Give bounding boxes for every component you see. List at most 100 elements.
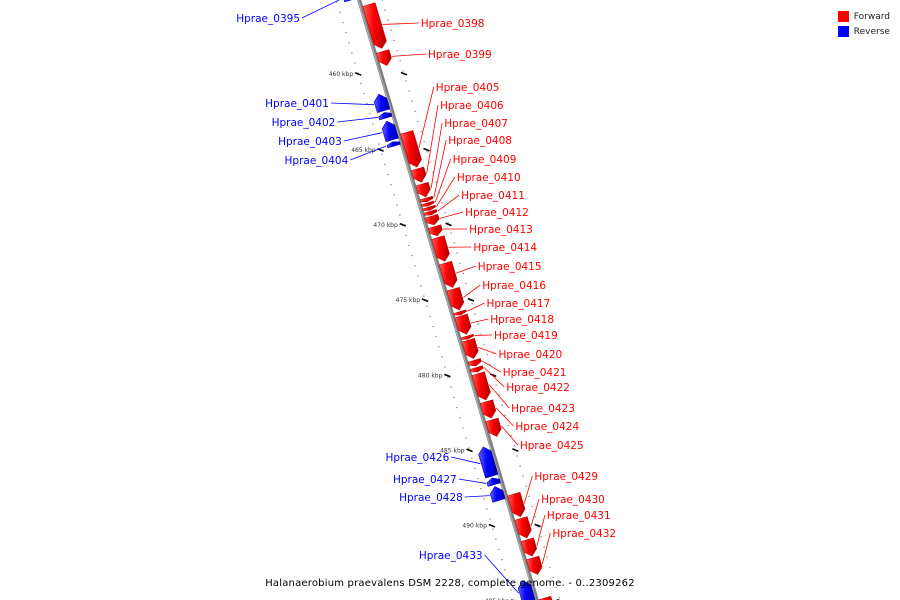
gene-hprae_0418[interactable]: [454, 313, 472, 335]
leader-line: [530, 498, 540, 527]
minor-tick-dot: [504, 569, 506, 571]
gene-label[interactable]: Hprae_0425: [520, 440, 584, 452]
gene-hprae_0405[interactable]: [400, 130, 422, 168]
leader-line: [301, 0, 340, 19]
gene-label[interactable]: Hprae_0407: [444, 118, 508, 130]
gene-hprae_0424[interactable]: [479, 399, 497, 419]
gene-label[interactable]: Hprae_0430: [541, 494, 605, 506]
leader-line: [392, 53, 427, 57]
gene-label[interactable]: Hprae_0411: [461, 190, 525, 202]
gene-label[interactable]: Hprae_0421: [503, 367, 567, 379]
gene-label[interactable]: Hprae_0405: [436, 82, 500, 94]
gene-hprae_0404[interactable]: [386, 141, 401, 149]
gene-hprae_0417[interactable]: [453, 309, 467, 316]
minor-tick-dot: [480, 488, 482, 490]
gene-hprae_0432[interactable]: [526, 555, 543, 575]
gene-hprae_0421[interactable]: [467, 358, 482, 367]
gene-hprae_0409[interactable]: [421, 200, 435, 207]
gene-hprae_0419[interactable]: [460, 333, 475, 340]
minor-tick-dot: [468, 447, 470, 449]
gene-hprae_0425[interactable]: [485, 417, 502, 437]
gene-label[interactable]: Hprae_0422: [506, 382, 570, 394]
minor-tick-dot: [429, 161, 431, 163]
minor-tick-dot: [483, 498, 485, 500]
minor-tick-dot: [435, 336, 437, 338]
gene-label[interactable]: Hprae_0410: [457, 172, 521, 184]
gene-label[interactable]: Hprae_0432: [552, 528, 616, 540]
gene-label[interactable]: Hprae_0423: [511, 403, 575, 415]
minor-tick-dot: [342, 21, 344, 24]
gene-label[interactable]: Hprae_0433: [419, 550, 483, 562]
gene-label[interactable]: Hprae_0431: [547, 510, 611, 522]
gene-label[interactable]: Hprae_0419: [494, 330, 558, 342]
legend-item-reverse: Reverse: [837, 24, 890, 39]
gene-label[interactable]: Hprae_0408: [448, 135, 512, 147]
gene-hprae_0426[interactable]: [478, 446, 499, 479]
gene-label[interactable]: Hprae_0418: [490, 314, 554, 326]
gene-hprae_0422[interactable]: [469, 365, 484, 373]
gene-hprae_0433[interactable]: [517, 580, 536, 600]
gene-hprae_0395[interactable]: [343, 0, 357, 3]
gene-label[interactable]: Hprae_0424: [515, 421, 579, 433]
gene-hprae_0428[interactable]: [489, 486, 506, 503]
gene-hprae_0401[interactable]: [373, 93, 391, 113]
gene-label[interactable]: Hprae_0406: [440, 100, 504, 112]
gene-hprae_0399[interactable]: [376, 49, 392, 66]
gene-hprae_0427[interactable]: [486, 477, 501, 487]
leader-line: [433, 139, 447, 198]
gene-label[interactable]: Hprae_0401: [265, 98, 329, 110]
minor-tick-dot: [363, 92, 365, 95]
gene-label[interactable]: Hprae_0427: [393, 474, 457, 486]
gene-label[interactable]: Hprae_0409: [453, 154, 517, 166]
gene-label[interactable]: Hprae_0414: [473, 242, 537, 254]
gene-label[interactable]: Hprae_0404: [285, 155, 349, 167]
minor-tick-dot: [531, 505, 533, 508]
gene-hprae_0411[interactable]: [423, 209, 438, 216]
gene-label[interactable]: Hprae_0413: [469, 224, 533, 236]
leader-line: [523, 475, 533, 504]
gene-label[interactable]: Hprae_0412: [465, 207, 529, 219]
gene-label[interactable]: Hprae_0403: [278, 136, 342, 148]
minor-tick-dot: [360, 82, 362, 84]
minor-tick-dot: [495, 538, 497, 540]
gene-hprae_0408[interactable]: [419, 195, 434, 203]
gene-hprae_0423[interactable]: [471, 371, 491, 401]
gene-hprae_0410[interactable]: [422, 204, 436, 212]
gene-label[interactable]: Hprae_0417: [487, 298, 551, 310]
leader-line: [458, 478, 487, 484]
minor-tick-dot: [465, 437, 467, 439]
gene-label[interactable]: Hprae_0399: [428, 49, 492, 61]
gene-label[interactable]: Hprae_0398: [421, 18, 485, 30]
gene-labels: Hprae_0395 Hprae_0398 Hprae_0399 Hprae_0401…: [236, 0, 616, 594]
gene-hprae_0413[interactable]: [428, 224, 443, 237]
minor-tick-dot: [396, 204, 398, 206]
gene-label[interactable]: Hprae_0395: [236, 13, 300, 25]
gene-hprae_0429[interactable]: [507, 491, 526, 517]
gene-label[interactable]: Hprae_0415: [478, 261, 542, 273]
minor-tick-dot: [414, 265, 416, 267]
leader-line: [488, 384, 510, 409]
caption: Halanaerobium praevalens DSM 2228, compl…: [265, 578, 635, 589]
gene-hprae_0416[interactable]: [446, 287, 465, 311]
gene-feature[interactable]: [538, 595, 553, 600]
gene-label[interactable]: Hprae_0420: [498, 349, 562, 361]
gene-hprae_0398[interactable]: [362, 2, 387, 49]
gene-hprae_0406[interactable]: [410, 166, 427, 183]
gene-hprae_0403[interactable]: [381, 120, 399, 143]
gene-hprae_0430[interactable]: [514, 516, 532, 539]
gene-hprae_0414[interactable]: [431, 235, 450, 262]
gene-hprae_0402[interactable]: [378, 112, 393, 121]
gene-label[interactable]: Hprae_0426: [386, 452, 450, 464]
gene-hprae_0415[interactable]: [438, 260, 458, 288]
minor-tick-dot: [426, 305, 428, 307]
gene-hprae_0412[interactable]: [424, 214, 440, 226]
gene-hprae_0407[interactable]: [415, 181, 431, 198]
gene-hprae_0431[interactable]: [520, 537, 538, 557]
gene-label[interactable]: Hprae_0429: [534, 471, 598, 483]
gene-label[interactable]: Hprae_0416: [482, 280, 546, 292]
gene-hprae_0420[interactable]: [461, 338, 479, 359]
gene-label[interactable]: Hprae_0428: [399, 492, 463, 504]
major-tick: [421, 298, 429, 303]
gene-label[interactable]: Hprae_0402: [272, 117, 336, 129]
minor-tick-dot: [516, 455, 518, 457]
